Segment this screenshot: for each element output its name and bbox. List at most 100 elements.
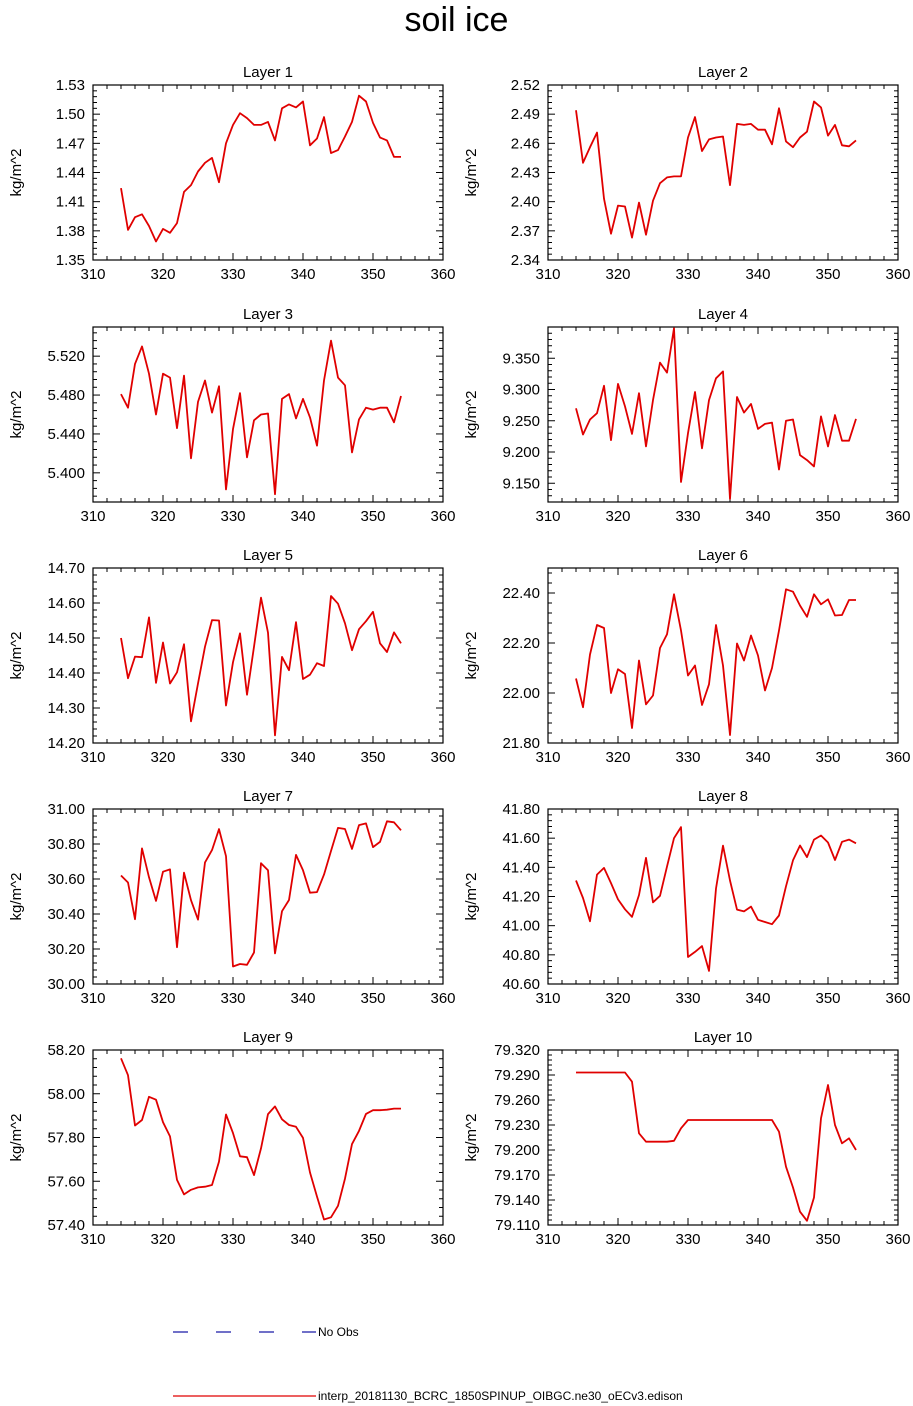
y-tick-label: 1.53 xyxy=(56,77,85,94)
x-tick-label: 340 xyxy=(745,749,770,766)
plot-frame xyxy=(547,326,899,503)
y-tick-label: 79.320 xyxy=(494,1042,540,1059)
y-tick-label: 79.230 xyxy=(494,1117,540,1134)
series-line xyxy=(575,100,857,239)
y-tick-label: 79.170 xyxy=(494,1167,540,1184)
plot-frame xyxy=(92,567,444,744)
x-tick-label: 360 xyxy=(430,508,455,525)
plot-frame xyxy=(547,567,899,744)
panel-title: Layer 9 xyxy=(243,1029,293,1046)
x-tick-label: 320 xyxy=(605,266,630,283)
y-tick-label: 2.40 xyxy=(511,194,540,211)
x-tick-label: 340 xyxy=(290,1231,315,1248)
y-tick-label: 2.52 xyxy=(511,77,540,94)
panel-layer-10: Layer 10 310 320 330 340 350 360 79.110 79.140 79… xyxy=(463,1029,911,1248)
plot-frame xyxy=(92,326,444,503)
x-tick-label: 340 xyxy=(290,266,315,283)
panel-title: Layer 5 xyxy=(243,547,293,564)
panel-layer-7: Layer 7 310 320 330 340 350 360 30.00 30.20 30.40… xyxy=(8,788,456,1007)
plot-frame xyxy=(92,84,444,261)
y-tick-label: 79.200 xyxy=(494,1142,540,1159)
x-tick-label: 340 xyxy=(290,749,315,766)
y-tick-label: 14.70 xyxy=(47,560,85,577)
series-line xyxy=(576,1071,857,1222)
x-tick-label: 320 xyxy=(605,990,630,1007)
x-tick-label: 330 xyxy=(675,508,700,525)
x-tick-label: 360 xyxy=(430,1231,455,1248)
y-axis-label: kg/m^2 xyxy=(463,391,480,439)
x-tick-label: 360 xyxy=(885,990,910,1007)
x-tick-label: 320 xyxy=(150,990,175,1007)
y-axis-label: kg/m^2 xyxy=(8,1114,25,1162)
figure-title: soil ice xyxy=(404,1,509,39)
y-tick-label: 14.60 xyxy=(47,595,85,612)
y-tick-label: 30.00 xyxy=(47,976,85,993)
series-line xyxy=(120,1057,401,1221)
panel-layer-4: Layer 4 310 320 330 340 350 360 9.150 9.200 9.250… xyxy=(463,306,911,525)
y-tick-label: 58.00 xyxy=(47,1086,85,1103)
x-tick-label: 350 xyxy=(815,990,840,1007)
x-tick-label: 330 xyxy=(220,749,245,766)
series-line xyxy=(120,94,401,243)
x-tick-label: 320 xyxy=(605,508,630,525)
y-tick-label: 41.00 xyxy=(502,918,540,935)
series-line xyxy=(575,826,857,972)
x-tick-label: 350 xyxy=(360,749,385,766)
panel-title: Layer 4 xyxy=(698,306,748,323)
y-tick-label: 22.00 xyxy=(502,685,540,702)
y-tick-label: 5.480 xyxy=(47,387,85,404)
panel-title: Layer 10 xyxy=(694,1029,752,1046)
x-tick-label: 310 xyxy=(80,990,105,1007)
series-line xyxy=(120,820,402,968)
y-tick-label: 14.30 xyxy=(47,700,85,717)
x-tick-label: 310 xyxy=(80,1231,105,1248)
panel-layer-5: Layer 5 310 320 330 340 350 360 14.20 14.30 14.40… xyxy=(8,547,456,766)
x-tick-label: 310 xyxy=(80,266,105,283)
y-tick-label: 40.80 xyxy=(502,947,540,964)
y-axis-label: kg/m^2 xyxy=(463,873,480,921)
panel-title: Layer 1 xyxy=(243,64,293,81)
y-tick-label: 2.37 xyxy=(511,223,540,240)
x-tick-label: 310 xyxy=(80,749,105,766)
x-tick-label: 340 xyxy=(290,508,315,525)
legend-model-run-label: interp_20181130_BCRC_1850SPINUP_OIBGC.ne… xyxy=(318,1389,683,1403)
x-tick-label: 340 xyxy=(745,990,770,1007)
x-tick-label: 310 xyxy=(535,508,560,525)
y-tick-label: 9.350 xyxy=(502,350,540,367)
y-tick-label: 41.20 xyxy=(502,889,540,906)
panel-layer-6: Layer 6 310 320 330 340 350 360 21.80 22.00 22.20… xyxy=(463,547,911,766)
x-tick-label: 330 xyxy=(220,990,245,1007)
y-tick-label: 41.40 xyxy=(502,859,540,876)
y-tick-label: 5.520 xyxy=(47,348,85,365)
y-tick-label: 1.50 xyxy=(56,106,85,123)
y-tick-label: 2.46 xyxy=(511,135,540,152)
y-tick-label: 2.43 xyxy=(511,165,540,182)
y-tick-label: 57.80 xyxy=(47,1130,85,1147)
x-tick-label: 360 xyxy=(885,266,910,283)
x-tick-label: 340 xyxy=(290,990,315,1007)
y-tick-label: 79.260 xyxy=(494,1092,540,1109)
x-tick-label: 310 xyxy=(535,1231,560,1248)
x-tick-label: 350 xyxy=(360,1231,385,1248)
y-axis-label: kg/m^2 xyxy=(8,149,25,197)
y-tick-label: 79.140 xyxy=(494,1192,540,1209)
panel-layer-1: Layer 1 310 320 330 340 350 360 1.35 1.38 1.41 1.4… xyxy=(8,64,456,283)
panel-layer-9: Layer 9 310 320 330 340 350 360 57.40 57.60 57.80… xyxy=(8,1029,456,1248)
y-tick-label: 2.34 xyxy=(511,252,540,269)
panel-title: Layer 3 xyxy=(243,306,293,323)
y-tick-label: 79.290 xyxy=(494,1067,540,1084)
y-tick-label: 9.150 xyxy=(502,475,540,492)
series-line xyxy=(575,588,856,736)
y-tick-label: 22.40 xyxy=(502,585,540,602)
y-tick-label: 79.110 xyxy=(495,1217,540,1234)
x-tick-label: 320 xyxy=(150,266,175,283)
x-tick-label: 340 xyxy=(745,266,770,283)
y-tick-label: 2.49 xyxy=(511,106,540,123)
y-tick-label: 14.50 xyxy=(47,630,85,647)
y-axis-label: kg/m^2 xyxy=(463,632,480,680)
y-axis-label: kg/m^2 xyxy=(8,873,25,921)
y-axis-label: kg/m^2 xyxy=(8,391,25,439)
x-tick-label: 360 xyxy=(885,508,910,525)
panel-title: Layer 6 xyxy=(698,547,748,564)
panel-layer-8: Layer 8 310 320 330 340 350 360 40.60 40.80 41.00… xyxy=(463,788,911,1007)
